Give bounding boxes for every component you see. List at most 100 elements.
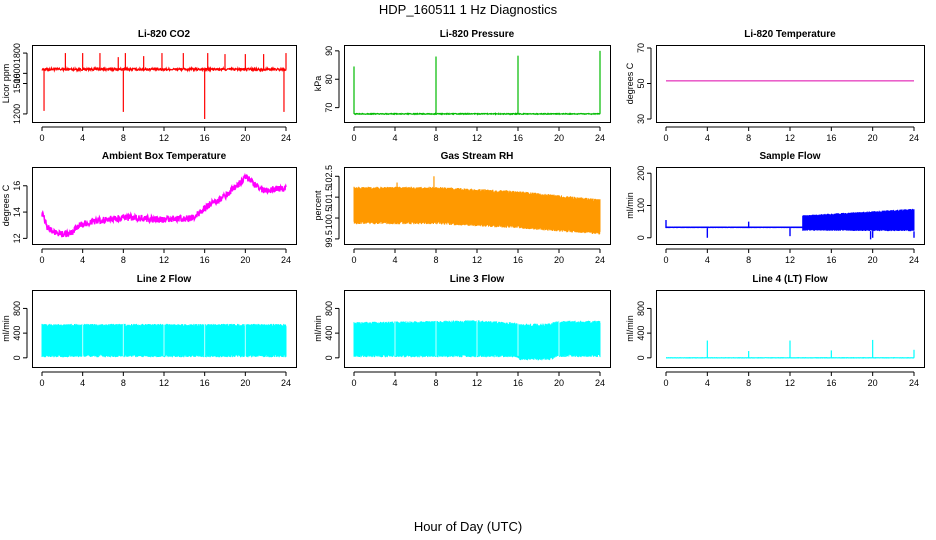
x-tick-label: 20 <box>868 255 878 265</box>
y-tick-label: 100 <box>636 198 646 213</box>
x-tick-label: 12 <box>785 133 795 143</box>
y-tick-label: 800 <box>324 301 334 316</box>
x-tick-label: 20 <box>240 133 250 143</box>
x-tick-label: 16 <box>200 255 210 265</box>
series-co2 <box>41 53 287 119</box>
y-tick-label: 50 <box>636 78 646 88</box>
figure-title: HDP_160511 1 Hz Diagnostics <box>379 2 558 17</box>
x-tick-label: 12 <box>785 255 795 265</box>
x-tick-label: 4 <box>80 255 85 265</box>
panel-title: Ambient Box Temperature <box>102 151 227 162</box>
series-line4 <box>666 339 915 359</box>
panel-temperature: Li-820 Temperature degrees C 0 4 8 12 16 20 24 30… <box>625 29 925 143</box>
panel-ylabel: ml/min <box>625 315 635 342</box>
data-line <box>353 112 601 116</box>
x-axis: 0 4 8 12 16 20 24 <box>663 248 919 265</box>
series-ambient <box>41 172 287 238</box>
x-tick-label: 8 <box>746 255 751 265</box>
x-tick-label: 0 <box>663 378 668 388</box>
x-tick-label: 0 <box>39 255 44 265</box>
y-tick-label: 0 <box>324 355 334 360</box>
x-axis: 0 4 8 12 16 20 24 <box>39 126 291 143</box>
y-tick-label: 80 <box>324 74 334 84</box>
y-tick-label: 30 <box>636 114 646 124</box>
panel-sampleflow: Sample Flow ml/min 0 4 8 12 16 20 24 0 100 200 <box>625 151 925 265</box>
x-tick-label: 8 <box>121 255 126 265</box>
panel-ylabel: degrees C <box>1 184 11 226</box>
y-tick-label: 100.5 <box>324 207 334 230</box>
x-tick-label: 4 <box>392 378 397 388</box>
x-tick-label: 12 <box>472 378 482 388</box>
y-axis: 0 400 800 <box>12 301 28 360</box>
y-tick-label: 400 <box>12 326 22 341</box>
x-tick-label: 16 <box>513 255 523 265</box>
y-axis: 0 400 800 <box>324 301 340 360</box>
x-tick-label: 0 <box>351 378 356 388</box>
x-tick-label: 4 <box>392 133 397 143</box>
x-tick-label: 12 <box>472 133 482 143</box>
x-tick-label: 20 <box>868 133 878 143</box>
plot-frame <box>32 290 297 368</box>
x-tick-label: 0 <box>663 255 668 265</box>
x-tick-label: 4 <box>392 255 397 265</box>
data-band <box>353 186 601 235</box>
x-tick-label: 0 <box>39 378 44 388</box>
panel-title: Li-820 Pressure <box>440 29 515 40</box>
x-tick-label: 4 <box>80 133 85 143</box>
panel-ylabel: ml/min <box>1 315 11 342</box>
panel-line3: Line 3 Flow ml/min 0 4 8 12 16 20 24 0 400 800 <box>313 274 611 388</box>
y-tick-label: 1600 <box>12 63 22 83</box>
x-tick-label: 24 <box>281 255 291 265</box>
x-tick-label: 0 <box>39 133 44 143</box>
y-axis: 70 80 90 <box>324 46 340 113</box>
y-tick-label: 16 <box>12 181 22 191</box>
x-axis: 0 4 8 12 16 20 24 <box>351 248 605 265</box>
x-tick-label: 24 <box>595 133 605 143</box>
x-tick-label: 8 <box>433 255 438 265</box>
panel-ylabel: ml/min <box>313 315 323 342</box>
plot-frame <box>344 167 611 245</box>
y-tick-label: 1500 <box>12 73 22 93</box>
x-tick-label: 24 <box>909 378 919 388</box>
plot-frame <box>656 290 925 368</box>
x-tick-label: 8 <box>121 378 126 388</box>
x-tick-label: 0 <box>663 133 668 143</box>
x-tick-label: 0 <box>351 255 356 265</box>
x-tick-label: 20 <box>554 378 564 388</box>
y-tick-label: 800 <box>12 301 22 316</box>
panel-line2: Line 2 Flow ml/min 0 4 8 12 16 20 24 0 400 800 <box>1 274 297 388</box>
y-tick-label: 200 <box>636 166 646 181</box>
x-tick-label: 24 <box>909 255 919 265</box>
x-axis: 0 4 8 12 16 20 24 <box>39 248 291 265</box>
series-line3 <box>353 320 601 361</box>
y-tick-label: 70 <box>636 43 646 53</box>
panel-title: Sample Flow <box>759 151 820 162</box>
series-pressure <box>353 50 601 116</box>
series-sampleflow <box>665 208 915 240</box>
panel-title: Line 4 (LT) Flow <box>752 274 828 285</box>
y-tick-label: 99.5 <box>324 230 334 248</box>
x-tick-label: 16 <box>513 378 523 388</box>
data-band <box>665 208 915 232</box>
plot-frame <box>656 45 925 123</box>
x-tick-label: 8 <box>433 378 438 388</box>
x-tick-label: 16 <box>826 255 836 265</box>
data-line <box>41 172 287 238</box>
x-axis: 0 4 8 12 16 20 24 <box>39 371 291 388</box>
series-rh <box>353 176 601 235</box>
panel-ylabel: kPa <box>313 76 323 92</box>
figure-xlabel: Hour of Day (UTC) <box>414 519 522 534</box>
y-tick-label: 1200 <box>12 104 22 124</box>
x-axis: 0 4 8 12 16 20 24 <box>663 371 919 388</box>
x-axis: 0 4 8 12 16 20 24 <box>351 126 605 143</box>
x-tick-label: 12 <box>159 255 169 265</box>
y-tick-label: 400 <box>636 326 646 341</box>
x-tick-label: 20 <box>868 378 878 388</box>
data-line <box>41 65 287 73</box>
y-tick-label: 0 <box>636 235 646 240</box>
y-axis: 12 14 16 <box>12 181 28 243</box>
